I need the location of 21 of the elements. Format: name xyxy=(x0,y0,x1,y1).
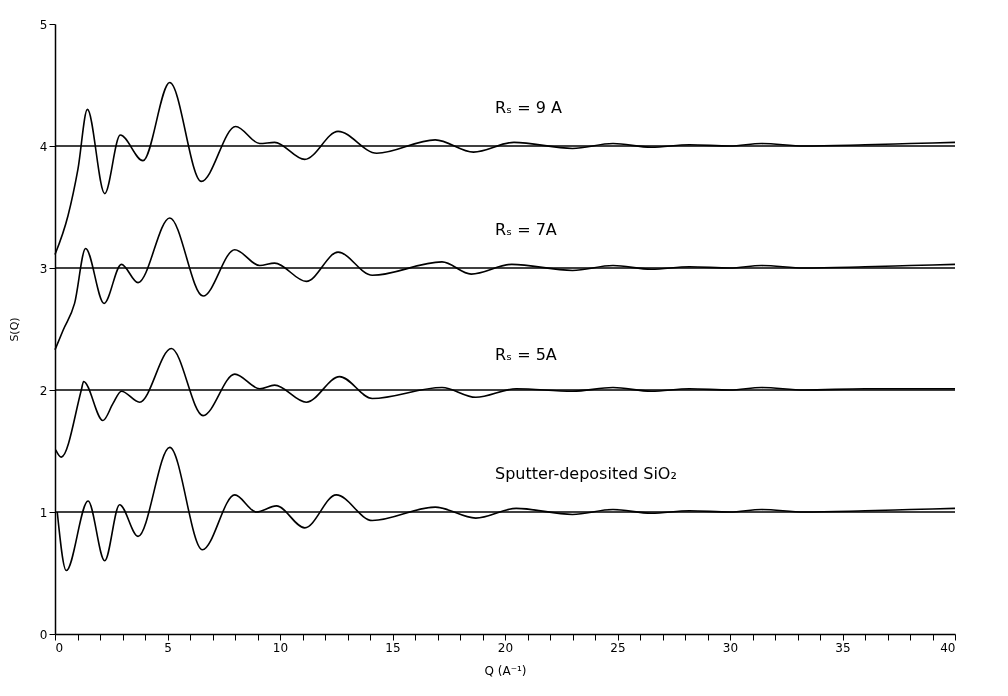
x-tick-label: 0 xyxy=(55,640,64,655)
x-tick-label: 30 xyxy=(722,640,739,655)
x-tick-label: 35 xyxy=(835,640,851,655)
y-tick-label: 3 xyxy=(39,261,48,276)
x-tick-label: 40 xyxy=(940,640,956,655)
y-tick-label: 4 xyxy=(39,139,48,154)
x-tick-label: 10 xyxy=(272,640,289,655)
y-tick-label: 5 xyxy=(39,17,48,32)
y-tick-label: 0 xyxy=(39,627,48,642)
x-tick-label: 15 xyxy=(385,640,401,655)
series-label: Rₛ = 9 A xyxy=(495,98,562,118)
x-tick-label: 25 xyxy=(610,640,626,655)
x-tick-label: 20 xyxy=(497,640,514,655)
y-axis-title: S(Q) xyxy=(7,317,21,342)
x-tick-label: 5 xyxy=(164,640,172,655)
series-label: Rₛ = 7A xyxy=(495,220,557,240)
y-tick-label: 1 xyxy=(39,505,48,520)
y-tick-label: 2 xyxy=(39,383,48,398)
series-label: Rₛ = 5A xyxy=(495,344,557,364)
series-label: Sputter-deposited SiO₂ xyxy=(495,464,677,484)
x-axis-title: Q (A⁻¹) xyxy=(484,663,527,678)
